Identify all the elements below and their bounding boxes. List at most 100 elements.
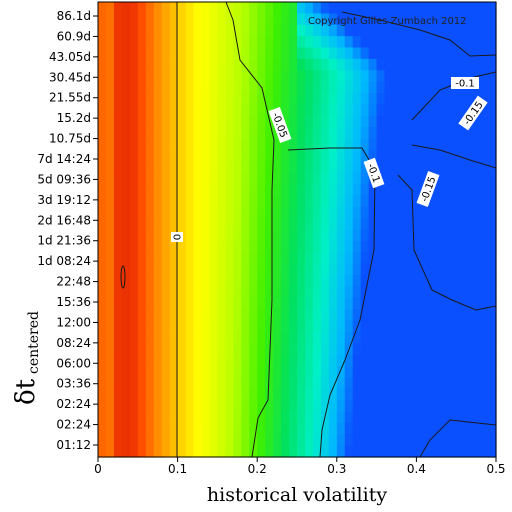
heatmap-cell	[392, 184, 402, 196]
heatmap-cell	[392, 343, 402, 356]
heatmap-cell	[416, 434, 425, 447]
heatmap-cell	[344, 366, 354, 378]
heatmap-cell	[281, 195, 290, 208]
heatmap-cell	[408, 70, 417, 83]
heatmap-cell	[209, 58, 218, 71]
heatmap-cell	[376, 286, 386, 299]
heatmap-cell	[289, 343, 298, 356]
heatmap-cell	[105, 445, 115, 458]
heatmap-cell	[488, 104, 497, 117]
y-tick-label: 02:24	[56, 418, 91, 432]
heatmap-cell	[480, 149, 489, 162]
heatmap-cell	[241, 275, 250, 287]
heatmap-cell	[177, 70, 187, 83]
heatmap-cell	[384, 104, 394, 117]
heatmap-cell	[360, 172, 370, 185]
heatmap-cell	[408, 47, 417, 60]
heatmap-cell	[392, 115, 402, 128]
heatmap-cell	[424, 13, 433, 26]
heatmap-cell	[265, 377, 274, 390]
heatmap-cell	[249, 161, 258, 174]
heatmap-cell	[289, 309, 298, 322]
contour-line	[287, 147, 376, 458]
heatmap-cell	[360, 320, 370, 333]
heatmap-cell	[416, 275, 425, 287]
y-tick-label: 30.45d	[49, 70, 91, 84]
heatmap-cell	[392, 93, 402, 105]
heatmap-cell	[376, 81, 386, 94]
heatmap-cell	[360, 206, 370, 219]
heatmap-cell	[328, 58, 338, 71]
heatmap-cell	[352, 434, 362, 447]
heatmap-cell	[105, 138, 115, 151]
heatmap-cell	[169, 252, 179, 265]
heatmap-cell	[424, 36, 433, 49]
heatmap-cell	[488, 36, 497, 49]
heatmap-cell	[225, 240, 234, 253]
heatmap-cell	[376, 445, 386, 458]
y-tick-label: 10.75d	[49, 132, 91, 146]
heatmap-cell	[392, 229, 402, 242]
heatmap-cell	[289, 229, 298, 242]
heatmap-cell	[328, 422, 338, 435]
heatmap-cell	[241, 445, 250, 458]
heatmap-cell	[464, 47, 473, 60]
heatmap-cell	[241, 218, 250, 231]
heatmap-cell	[360, 343, 370, 356]
contour-label-background	[451, 77, 479, 89]
heatmap-cell	[129, 218, 139, 231]
heatmap-cell	[368, 343, 378, 356]
heatmap-cell	[448, 127, 457, 140]
heatmap-cell	[304, 388, 314, 401]
heatmap-cell	[480, 434, 489, 447]
heatmap-cell	[480, 309, 489, 322]
heatmap-cell	[352, 400, 362, 413]
heatmap-cell	[217, 149, 226, 162]
heatmap-cell	[153, 422, 163, 435]
heatmap-cell	[464, 445, 473, 458]
heatmap-cell	[448, 47, 457, 60]
heatmap-cell	[416, 411, 425, 424]
heatmap-cell	[177, 309, 187, 322]
heatmap-cell	[265, 263, 274, 276]
heatmap-cell	[209, 366, 218, 378]
heatmap-cell	[153, 252, 163, 265]
heatmap-cell	[360, 149, 370, 162]
heatmap-cell	[368, 138, 378, 151]
heatmap-cell	[368, 93, 378, 105]
heatmap-cell	[241, 229, 250, 242]
heatmap-cell	[488, 81, 497, 94]
heatmap-cell	[344, 240, 354, 253]
heatmap-cell	[209, 127, 218, 140]
heatmap-cell	[368, 422, 378, 435]
heatmap-cell	[105, 13, 115, 26]
heatmap-cell	[408, 434, 417, 447]
heatmap-cell	[464, 195, 473, 208]
heatmap-cell	[416, 445, 425, 458]
heatmap-cell	[352, 445, 362, 458]
heatmap-cell	[320, 36, 330, 49]
heatmap-cell	[297, 206, 306, 219]
y-tick-label: 08:24	[56, 336, 91, 350]
heatmap-cell	[169, 161, 179, 174]
heatmap-cell	[185, 70, 195, 83]
heatmap-cell	[384, 354, 394, 367]
heatmap-cell	[121, 320, 131, 333]
heatmap-cell	[376, 366, 386, 378]
heatmap-cell	[416, 240, 425, 253]
heatmap-cell	[448, 252, 457, 265]
heatmap-cell	[368, 434, 378, 447]
heatmap-cell	[368, 354, 378, 367]
heatmap-cell	[320, 354, 330, 367]
heatmap-cell	[273, 445, 282, 458]
heatmap-cell	[360, 422, 370, 435]
heatmap-cell	[145, 206, 155, 219]
heatmap-cell	[137, 263, 147, 276]
heatmap-cell	[105, 343, 115, 356]
heatmap-cell	[217, 2, 226, 14]
heatmap-cell	[432, 411, 441, 424]
heatmap-cell	[408, 149, 417, 162]
heatmap-cell	[480, 115, 489, 128]
heatmap-cell	[297, 263, 306, 276]
heatmap-cell	[193, 252, 203, 265]
